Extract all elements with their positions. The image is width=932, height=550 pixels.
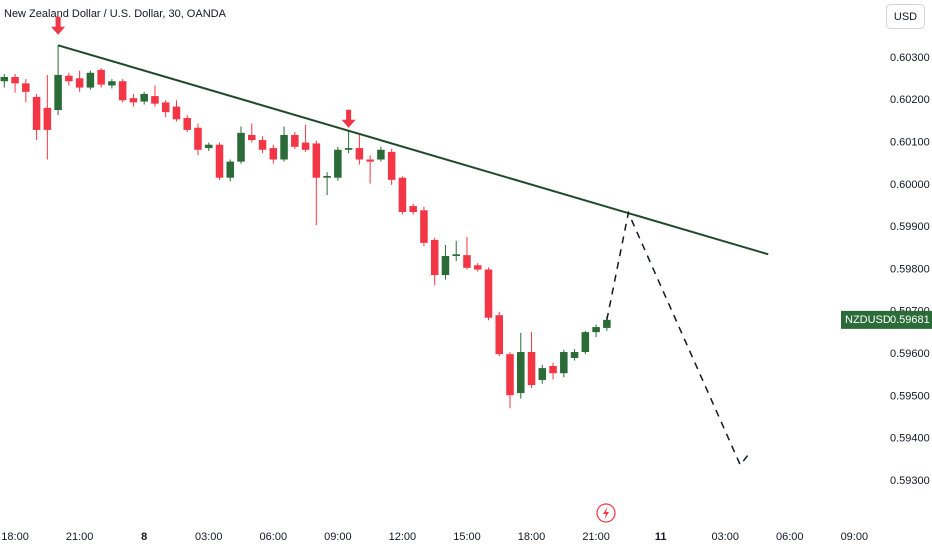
candle-body <box>237 132 245 162</box>
y-tick-label: 0.59400 <box>890 433 930 445</box>
candle-body <box>463 255 471 268</box>
chart-title: New Zealand Dollar / U.S. Dollar, 30, OA… <box>4 8 227 20</box>
x-tick-label: 12:00 <box>389 531 417 543</box>
candle-body <box>118 81 127 101</box>
candle-body <box>409 206 417 212</box>
x-tick-label: 8 <box>141 531 147 543</box>
candle-body <box>366 159 374 162</box>
candle-body <box>334 149 342 178</box>
x-tick-label: 15:00 <box>453 531 481 543</box>
y-tick-label: 0.59600 <box>890 348 930 360</box>
arrow-marker <box>51 16 66 35</box>
candle-body <box>377 149 385 160</box>
last-price-label: 0.59681 <box>890 314 930 326</box>
candle-body <box>280 134 288 160</box>
candle-body <box>398 177 407 212</box>
candle-body <box>183 118 191 130</box>
candle-body <box>194 127 202 150</box>
candle-body <box>344 148 353 150</box>
candle-body <box>420 210 428 243</box>
candle-body <box>86 72 95 88</box>
candle-body <box>312 143 321 178</box>
alert-icon[interactable] <box>596 503 616 523</box>
x-tick-label: 09:00 <box>324 531 352 543</box>
candle-body <box>441 255 450 276</box>
candle-body <box>226 161 235 178</box>
candle-body <box>161 102 170 113</box>
candle-body <box>22 83 30 92</box>
candle-body <box>129 98 138 103</box>
x-tick-label: 21:00 <box>582 531 610 543</box>
x-tick-label: 18:00 <box>1 531 29 543</box>
candle-body <box>301 142 310 150</box>
candle-body <box>0 77 9 82</box>
candle-body <box>517 352 525 394</box>
candle-body <box>538 368 547 380</box>
candle-body <box>54 74 62 111</box>
currency-label[interactable]: USD <box>894 11 917 23</box>
candle-body <box>32 96 41 130</box>
currency-button[interactable] <box>886 4 925 29</box>
x-tick-label: 06:00 <box>260 531 288 543</box>
candle-body <box>430 239 439 276</box>
candle-body <box>204 144 213 149</box>
candle-body <box>108 81 116 86</box>
candle-body <box>452 254 460 256</box>
candle-body <box>323 176 331 178</box>
candle-body <box>506 354 514 396</box>
candle-body <box>97 69 105 85</box>
trendline <box>57 44 769 256</box>
y-tick-label: 0.60300 <box>890 52 930 64</box>
x-tick-label: 03:00 <box>711 531 739 543</box>
last-price-tag <box>841 310 932 329</box>
candle-body <box>484 269 493 318</box>
y-tick-label: 0.60000 <box>890 179 930 191</box>
candle-body <box>65 75 73 82</box>
y-tick-label: 0.60200 <box>890 94 930 106</box>
candle-body <box>549 365 557 374</box>
candle-body <box>495 315 504 355</box>
y-tick-label: 0.59900 <box>890 221 930 233</box>
candle-body <box>248 134 256 141</box>
x-tick-label: 18:00 <box>518 531 546 543</box>
candle-body <box>473 265 482 270</box>
candle-body <box>355 148 364 160</box>
symbol-label: NZDUSD <box>845 314 891 326</box>
y-tick-label: 0.60100 <box>890 136 930 148</box>
candle-body <box>527 352 536 386</box>
candle-body <box>151 96 159 104</box>
x-tick-label: 03:00 <box>195 531 223 543</box>
candle-body <box>75 78 84 88</box>
arrow-marker <box>341 109 356 128</box>
candle-body <box>592 327 600 333</box>
candle-body <box>581 332 590 353</box>
x-tick-label: 06:00 <box>776 531 804 543</box>
candle-body <box>269 148 278 160</box>
candle-body <box>291 134 299 147</box>
candle-body <box>560 352 568 374</box>
candle-body <box>172 106 181 120</box>
candle-body <box>11 77 19 84</box>
candle-body <box>140 93 148 102</box>
candle-body <box>43 107 52 130</box>
candle-body <box>387 151 396 180</box>
candle-body <box>603 319 611 328</box>
projection-path <box>606 210 749 467</box>
y-tick-label: 0.59500 <box>890 390 930 402</box>
candle-body <box>258 140 267 150</box>
y-tick-label: 0.59300 <box>890 475 930 487</box>
y-tick-label: 0.59800 <box>890 263 930 275</box>
x-tick-label: 11 <box>655 531 667 543</box>
x-tick-label: 21:00 <box>66 531 94 543</box>
candle-body <box>570 352 579 358</box>
x-tick-label: 09:00 <box>841 531 869 543</box>
candle-body <box>215 144 224 178</box>
